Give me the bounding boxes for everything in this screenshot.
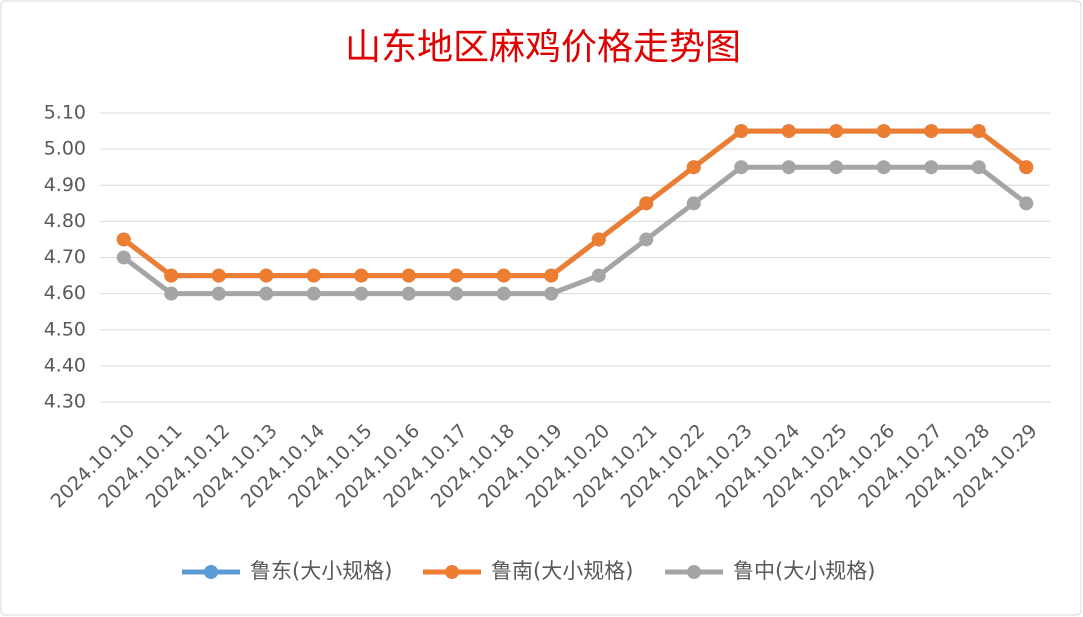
- point: [734, 124, 749, 139]
- legend-label: 鲁南(大小规格): [491, 559, 633, 583]
- point: [924, 124, 939, 139]
- point: [639, 232, 654, 247]
- point: [401, 286, 416, 301]
- chart-title: 山东地区麻鸡价格走势图: [345, 27, 741, 68]
- y-tick-label: 4.80: [44, 210, 86, 232]
- point: [591, 268, 606, 283]
- point: [401, 268, 416, 283]
- y-tick-label: 4.60: [44, 282, 86, 304]
- point: [354, 268, 369, 283]
- point: [211, 268, 226, 283]
- point: [259, 286, 274, 301]
- point: [686, 160, 701, 175]
- legend-label: 鲁中(大小规格): [733, 559, 875, 583]
- point: [1019, 160, 1034, 175]
- point: [259, 268, 274, 283]
- series-line: [122, 128, 1028, 279]
- point: [971, 124, 986, 139]
- point: [116, 232, 131, 247]
- point: [211, 286, 226, 301]
- point: [639, 196, 654, 211]
- point: [876, 160, 891, 175]
- point: [544, 286, 559, 301]
- y-tick-label: 4.70: [44, 246, 86, 268]
- point: [734, 160, 749, 175]
- point: [496, 268, 511, 283]
- y-tick-label: 4.30: [44, 391, 86, 413]
- point: [924, 160, 939, 175]
- point: [306, 268, 321, 283]
- y-tick-label: 4.90: [44, 174, 86, 196]
- point: [971, 160, 986, 175]
- point: [686, 196, 701, 211]
- legend-marker: [204, 565, 218, 579]
- y-tick-label: 5.10: [44, 102, 86, 124]
- y-tick-label: 4.50: [44, 318, 86, 340]
- point: [829, 160, 844, 175]
- point: [354, 286, 369, 301]
- point: [306, 286, 321, 301]
- point: [116, 250, 131, 265]
- point: [781, 160, 796, 175]
- point: [591, 232, 606, 247]
- series-line: [122, 164, 1028, 297]
- legend-marker: [687, 565, 701, 579]
- point: [876, 124, 891, 139]
- point: [829, 124, 844, 139]
- point: [1019, 196, 1034, 211]
- point: [164, 286, 179, 301]
- legend-label: 鲁东(大小规格): [250, 559, 392, 583]
- point: [449, 286, 464, 301]
- point: [496, 286, 511, 301]
- y-tick-label: 4.40: [44, 354, 86, 376]
- legend-marker: [445, 565, 459, 579]
- point: [164, 268, 179, 283]
- point: [781, 124, 796, 139]
- point: [449, 268, 464, 283]
- y-tick-label: 5.00: [44, 138, 86, 160]
- point: [544, 268, 559, 283]
